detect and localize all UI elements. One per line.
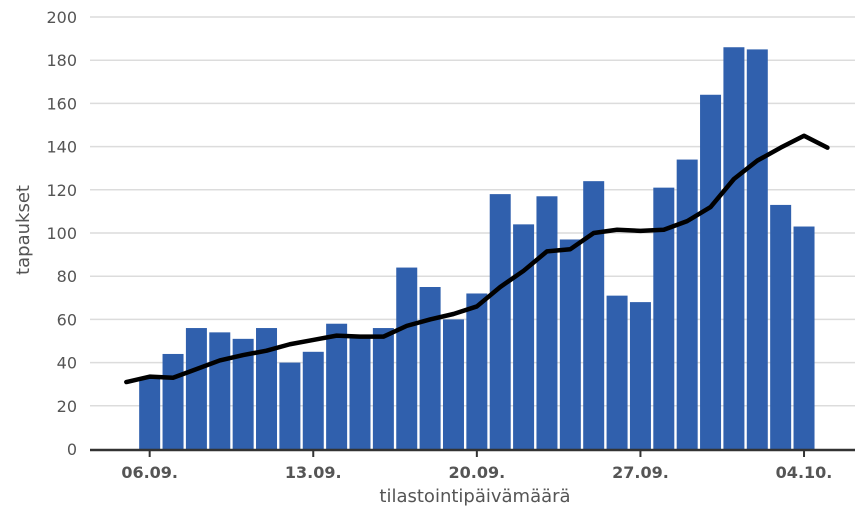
bar — [302, 351, 324, 449]
y-tick-label: 180 — [46, 51, 77, 70]
bar — [629, 302, 651, 449]
y-tick-label: 0 — [67, 440, 77, 459]
bar — [372, 328, 394, 449]
bar — [559, 239, 581, 449]
bar — [185, 328, 207, 449]
y-axis-ticks: 0 20 40 60 80 100 120 140 160 180 200 — [46, 8, 77, 459]
x-tick-label: 06.09. — [121, 463, 178, 482]
bar — [466, 293, 488, 449]
bar — [162, 353, 184, 449]
bar — [419, 287, 441, 449]
y-tick-label: 40 — [57, 354, 77, 373]
x-tick-label: 13.09. — [285, 463, 342, 482]
bar — [513, 224, 535, 449]
y-tick-label: 80 — [57, 267, 77, 286]
y-tick-label: 120 — [46, 181, 77, 200]
bar — [489, 194, 511, 449]
bar — [139, 377, 161, 449]
bar — [232, 338, 254, 449]
x-axis-label: tilastointipäivämäärä — [379, 486, 570, 507]
bar — [536, 196, 558, 449]
y-tick-label: 60 — [57, 310, 77, 329]
x-tick-label: 27.09. — [612, 463, 669, 482]
bar — [583, 181, 605, 449]
bar — [723, 47, 745, 450]
bar — [349, 336, 371, 449]
bar — [770, 204, 792, 449]
line-series — [124, 133, 830, 385]
bar — [793, 226, 815, 449]
bar-series — [139, 47, 815, 450]
y-tick-label: 200 — [46, 8, 77, 27]
bar — [700, 94, 722, 449]
bar — [676, 159, 698, 449]
y-tick-label: 140 — [46, 138, 77, 157]
y-axis-label: tapaukset — [13, 185, 34, 275]
bar — [326, 323, 348, 449]
bar — [256, 328, 278, 449]
bar — [209, 332, 231, 449]
x-tick-label: 20.09. — [449, 463, 506, 482]
bar — [653, 187, 675, 449]
bar — [442, 319, 464, 449]
bar — [606, 295, 628, 449]
y-tick-label: 100 — [46, 224, 77, 243]
x-axis-ticks: 06.09. 13.09. 20.09. 27.09. 04.10. — [121, 450, 832, 482]
bar — [396, 267, 418, 449]
moving-average-line — [124, 133, 830, 385]
y-tick-label: 160 — [46, 94, 77, 113]
bar — [746, 49, 768, 450]
bar — [279, 362, 301, 449]
y-tick-label: 20 — [57, 397, 77, 416]
x-tick-label: 04.10. — [776, 463, 833, 482]
